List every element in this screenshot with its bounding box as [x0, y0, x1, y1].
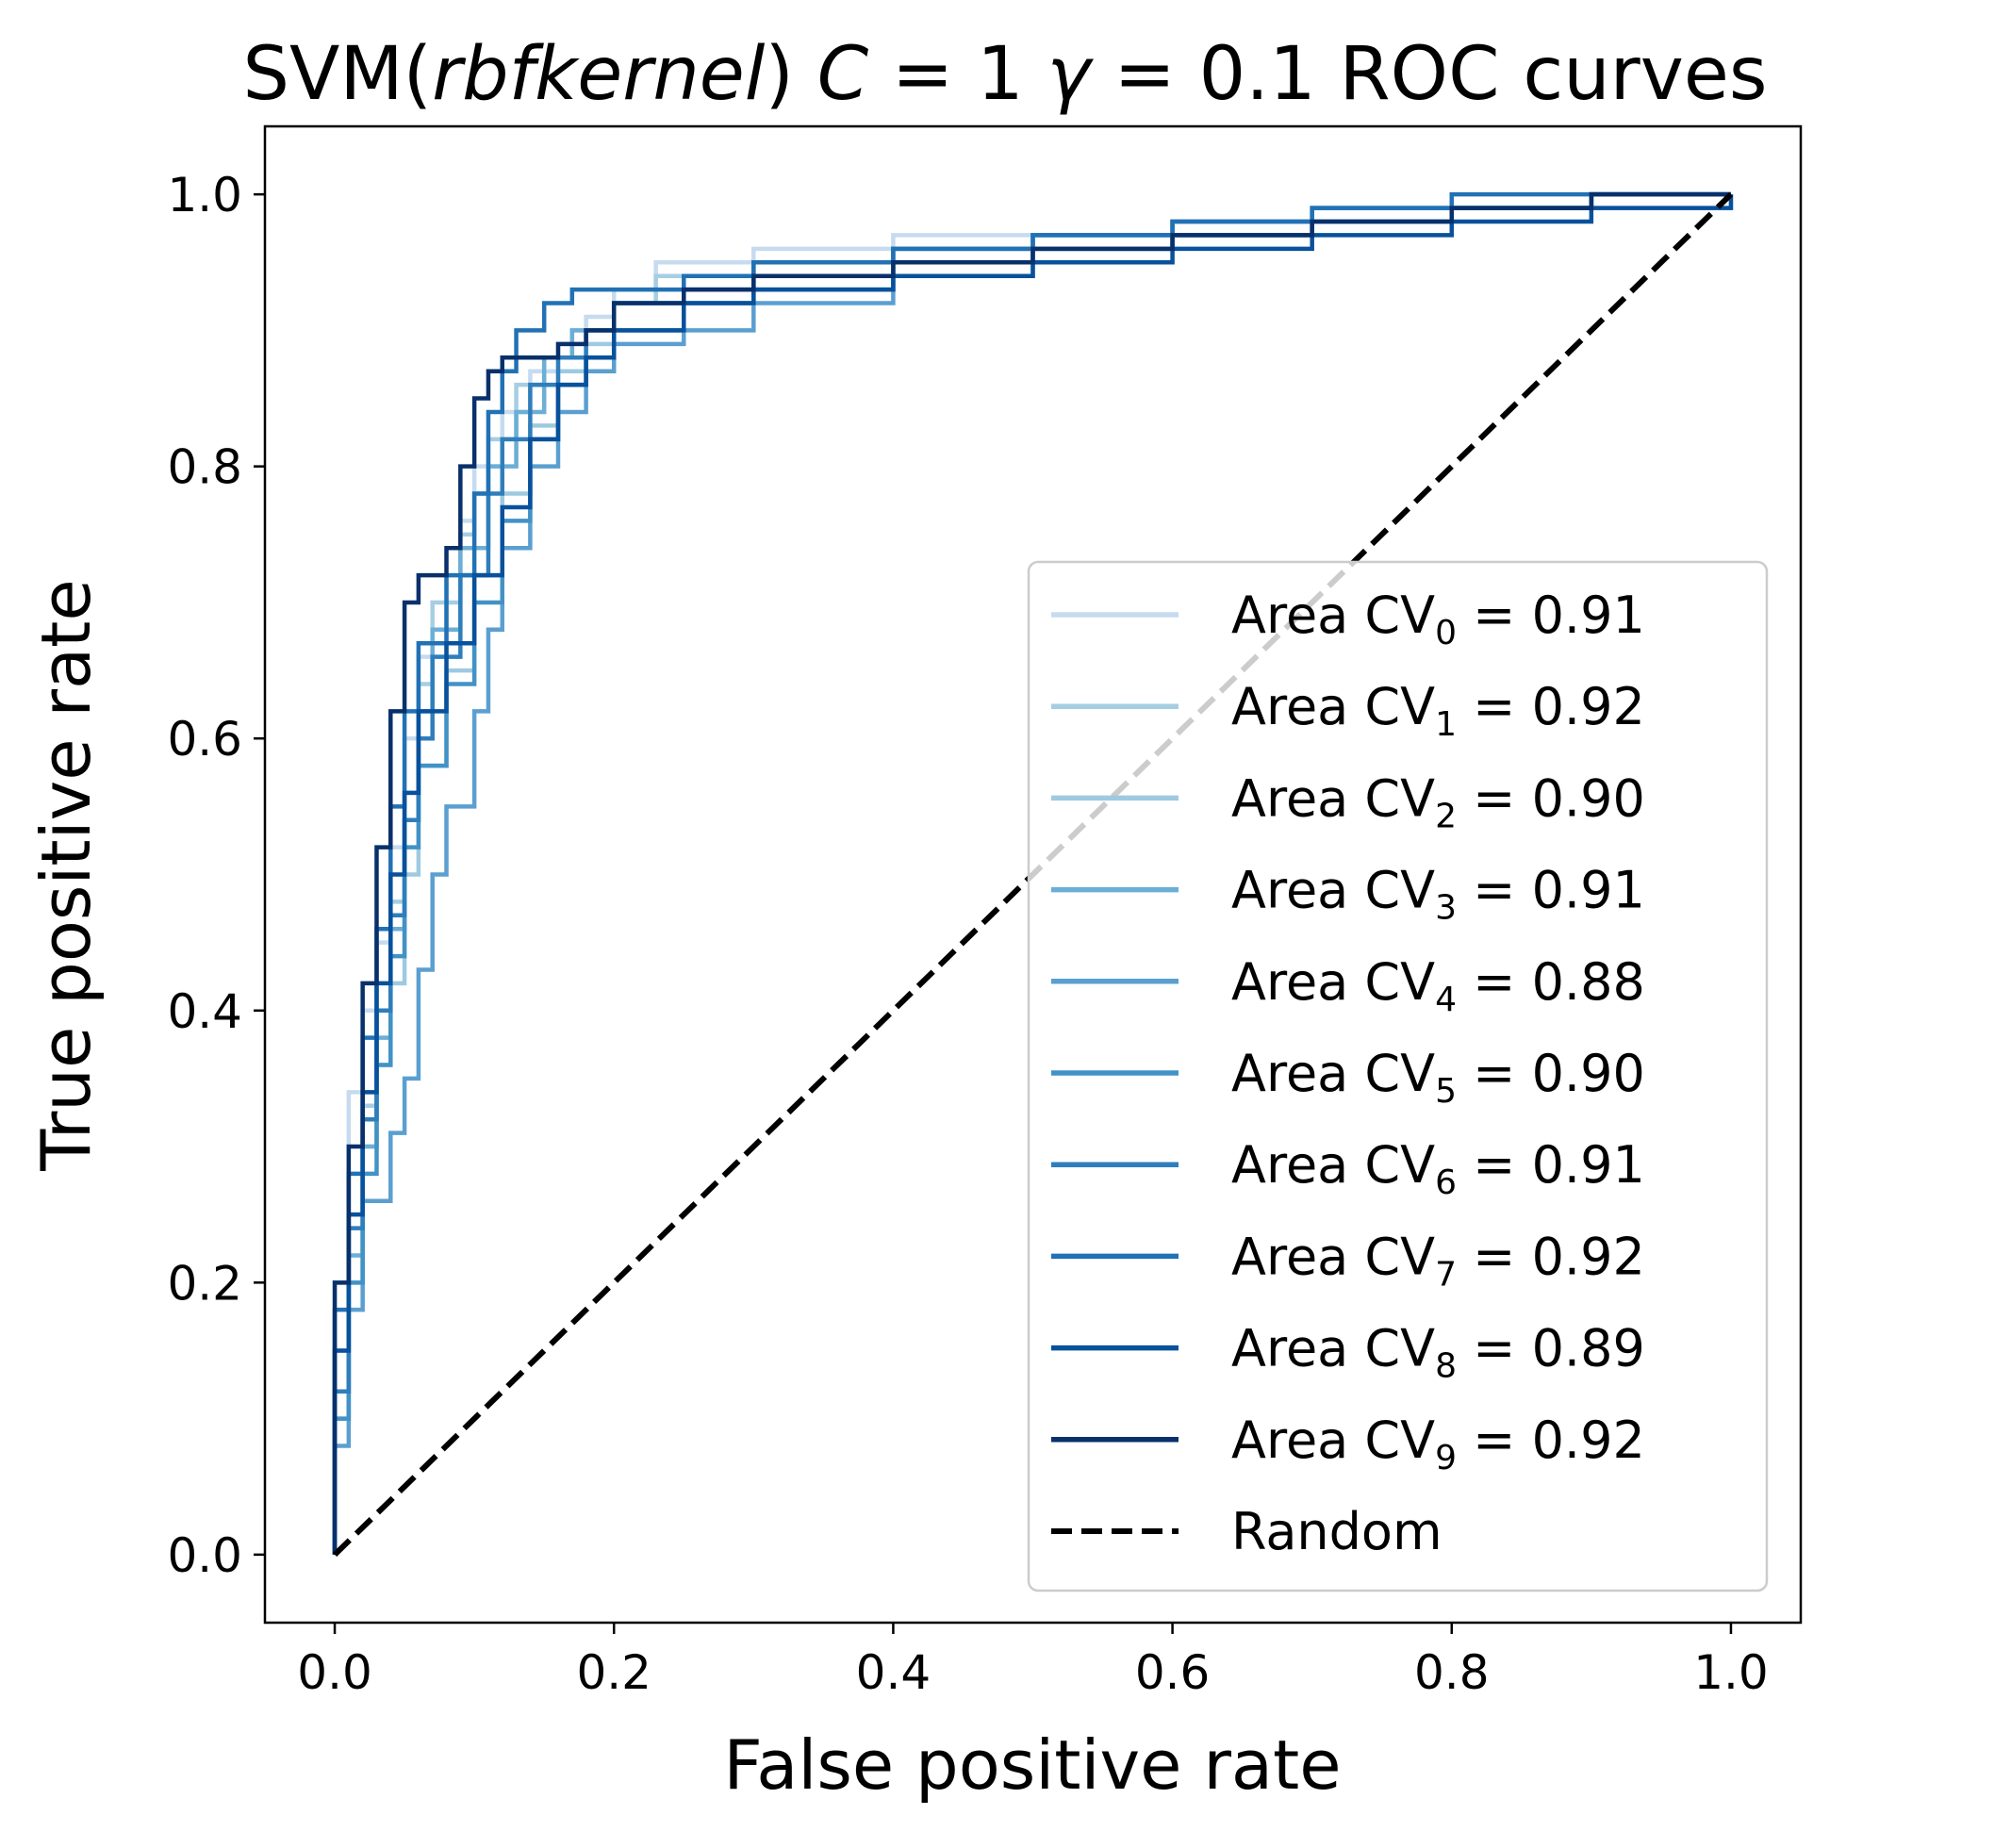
title-prefix: SVM(: [242, 32, 432, 117]
x-tick-label: 0.2: [576, 1645, 651, 1700]
legend-box: [1027, 560, 1769, 1592]
x-axis-label: False positive rate: [723, 1725, 1341, 1805]
roc-line-cv9: [332, 191, 1731, 1555]
legend: Area CV0 = 0.91 Area CV1 = 0.92 Area CV2 =…: [1027, 560, 1769, 1592]
title-mid: ): [765, 32, 816, 117]
legend-label: Area CV2 = 0.90: [1231, 768, 1645, 835]
legend-label: Area CV4 = 0.88: [1231, 952, 1645, 1019]
legend-label: Area CV6 = 0.91: [1231, 1135, 1645, 1202]
y-tick-label: 0.0: [167, 1528, 242, 1583]
chart-title: SVM(rbfkernel) C = 1 γ = 0.1 ROC curves: [242, 32, 1767, 117]
legend-label: Area CV1 = 0.92: [1231, 677, 1645, 744]
x-tick-label: 0.6: [1135, 1645, 1211, 1700]
roc-line-cv7: [332, 191, 1731, 1555]
title-gamma: γ: [1047, 32, 1095, 117]
legend-label: Area CV3 = 0.91: [1231, 861, 1645, 928]
y-tick-label: 1.0: [167, 168, 242, 223]
y-tick-label: 0.6: [167, 712, 242, 767]
roc-line-cv8: [332, 194, 1734, 1555]
y-tick-label: 0.8: [167, 440, 242, 495]
title-c: C: [817, 32, 869, 117]
legend-label: Random: [1231, 1502, 1442, 1561]
legend-label: Area CV7 = 0.92: [1231, 1227, 1645, 1294]
y-axis-label: True positive rate: [26, 579, 106, 1171]
x-tick-label: 0.4: [856, 1645, 931, 1700]
legend-label: Area CV9 = 0.92: [1231, 1411, 1645, 1477]
legend-label: Area CV0 = 0.91: [1231, 586, 1645, 652]
title-gamma-value: = 0.1 ROC curves: [1091, 32, 1768, 117]
y-axis-ticks: 0.0 0.2 0.4 0.6 0.8 1.0: [167, 168, 265, 1583]
title-kernel: rbfkernel: [432, 32, 766, 117]
title-c-value: = 1: [868, 32, 1047, 117]
legend-label: Area CV5 = 0.90: [1231, 1044, 1645, 1111]
y-tick-label: 0.2: [167, 1256, 242, 1311]
series-lines: [332, 191, 1734, 1558]
y-tick-label: 0.4: [167, 984, 242, 1039]
legend-label: Area CV8 = 0.89: [1231, 1319, 1645, 1386]
x-tick-label: 0.8: [1414, 1645, 1490, 1700]
x-axis-ticks: 0.0 0.2 0.4 0.6 0.8 1.0: [297, 1623, 1769, 1700]
x-tick-label: 1.0: [1693, 1645, 1769, 1700]
x-tick-label: 0.0: [297, 1645, 372, 1700]
